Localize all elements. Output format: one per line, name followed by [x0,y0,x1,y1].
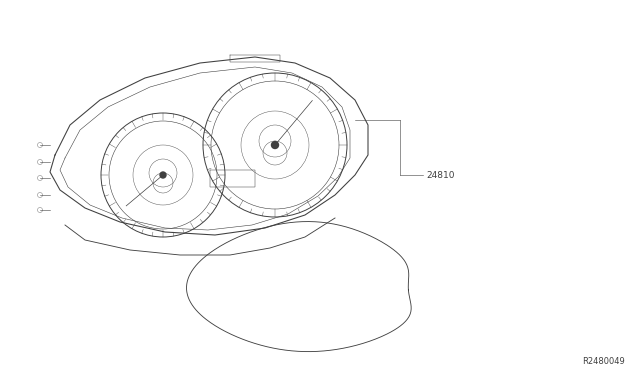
Circle shape [160,172,166,178]
Text: 24810: 24810 [426,170,454,180]
Text: R2480049: R2480049 [582,357,625,366]
Circle shape [271,141,278,148]
